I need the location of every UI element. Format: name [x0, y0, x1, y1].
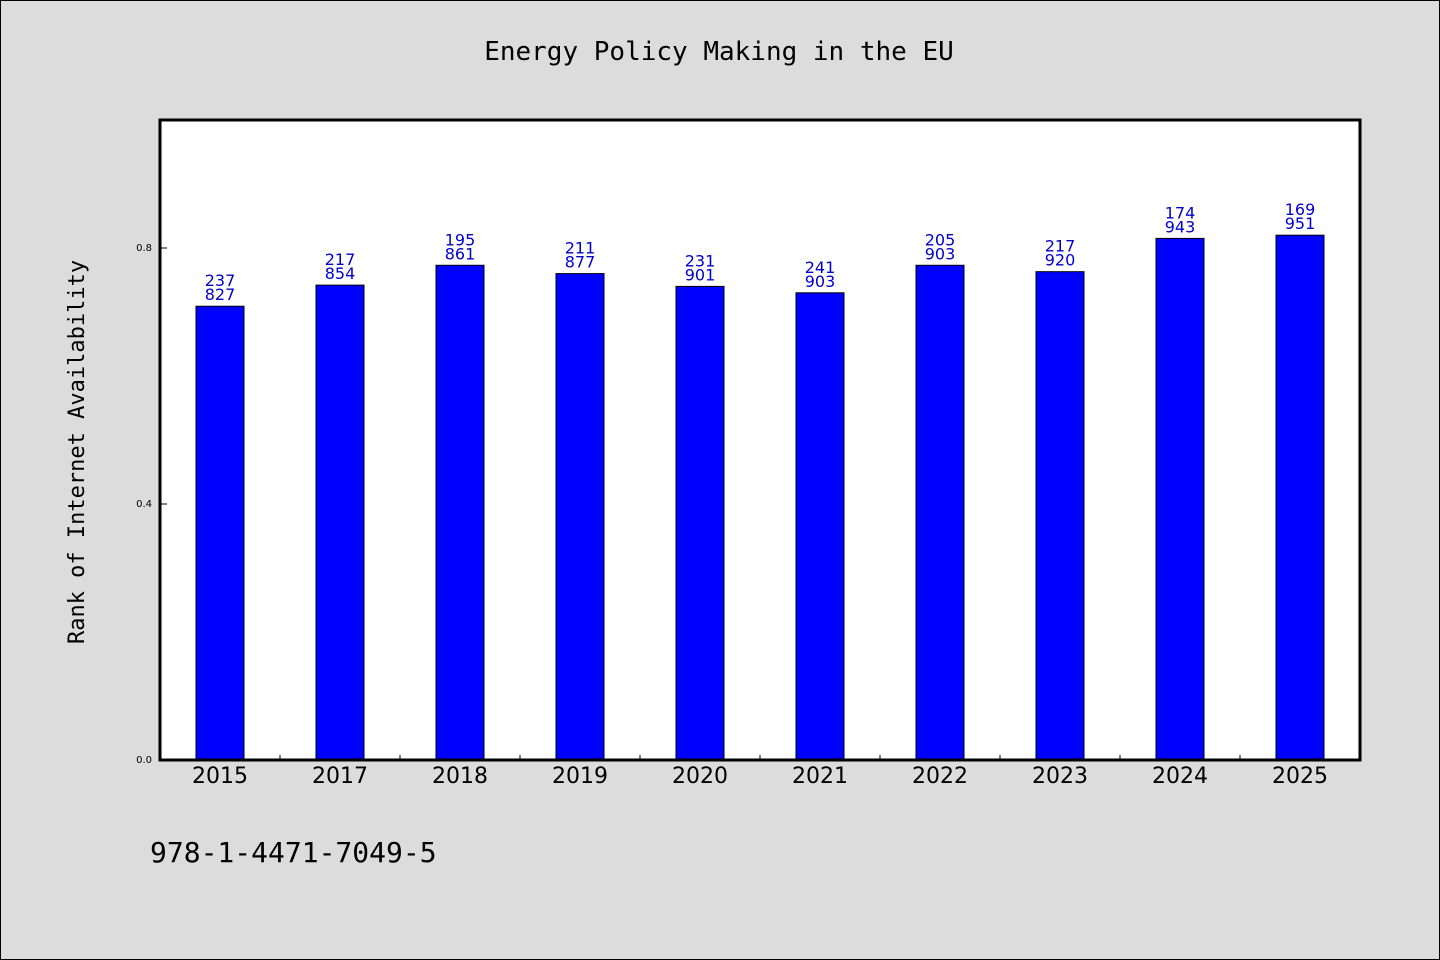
- bar: [1155, 237, 1205, 761]
- y-axis-label: Rank of Internet Availability: [65, 260, 90, 644]
- data-label-top: 195: [445, 230, 476, 249]
- data-label-top: 205: [925, 230, 956, 249]
- data-label-top: 231: [685, 251, 716, 270]
- chart-title: Energy Policy Making in the EU: [484, 37, 954, 67]
- data-label-bottom: 903: [805, 272, 836, 291]
- x-tick-label: 2025: [1272, 764, 1328, 789]
- data-label-top: 217: [325, 250, 356, 269]
- data-label-top: 241: [805, 258, 836, 277]
- x-tick-label: 2019: [552, 764, 608, 789]
- bars-layer: [195, 234, 1325, 761]
- x-tick-label: 2024: [1152, 764, 1208, 789]
- data-label-bottom: 951: [1285, 214, 1316, 233]
- bar: [915, 264, 965, 761]
- data-label-bottom: 877: [565, 253, 596, 272]
- x-tick-label: 2022: [912, 764, 968, 789]
- data-label-top: 237: [205, 271, 236, 290]
- data-label-bottom: 903: [925, 244, 956, 263]
- bar: [435, 264, 485, 761]
- y-tick-label: 0.4: [136, 499, 152, 510]
- bar: [675, 285, 725, 761]
- x-axis: 2015 2017 2018 2019 2020 2021 2022 2023 2024 2025: [192, 755, 1328, 789]
- x-tick-label: 2015: [192, 764, 248, 789]
- x-tick-label: 2021: [792, 764, 848, 789]
- x-tick-label: 2020: [672, 764, 728, 789]
- x-tick-label: 2017: [312, 764, 368, 789]
- bar: [555, 273, 605, 761]
- data-label-bottom: 827: [205, 285, 236, 304]
- x-tick-label: 2023: [1032, 764, 1088, 789]
- data-label-bottom: 943: [1165, 217, 1196, 236]
- isbn-footer: 978-1-4471-7049-5: [150, 836, 437, 869]
- y-tick-label: 0.8: [136, 243, 152, 254]
- x-tick-label: 2018: [432, 764, 488, 789]
- bar: [795, 292, 845, 761]
- plot-frame: [158, 118, 1362, 762]
- data-label-top: 217: [1045, 237, 1076, 256]
- data-label-top: 169: [1285, 200, 1316, 219]
- data-label-top: 211: [565, 239, 596, 258]
- bar: [1275, 234, 1325, 761]
- data-label-bottom: 920: [1045, 251, 1076, 270]
- bar: [1035, 271, 1085, 761]
- data-label-bottom: 861: [445, 244, 476, 263]
- bar: [315, 284, 365, 761]
- data-label-top: 174: [1165, 203, 1196, 222]
- bar: [195, 305, 245, 761]
- data-label-bottom: 901: [685, 265, 716, 284]
- data-label-bottom: 854: [325, 264, 356, 283]
- y-tick-label: 0.0: [136, 755, 152, 766]
